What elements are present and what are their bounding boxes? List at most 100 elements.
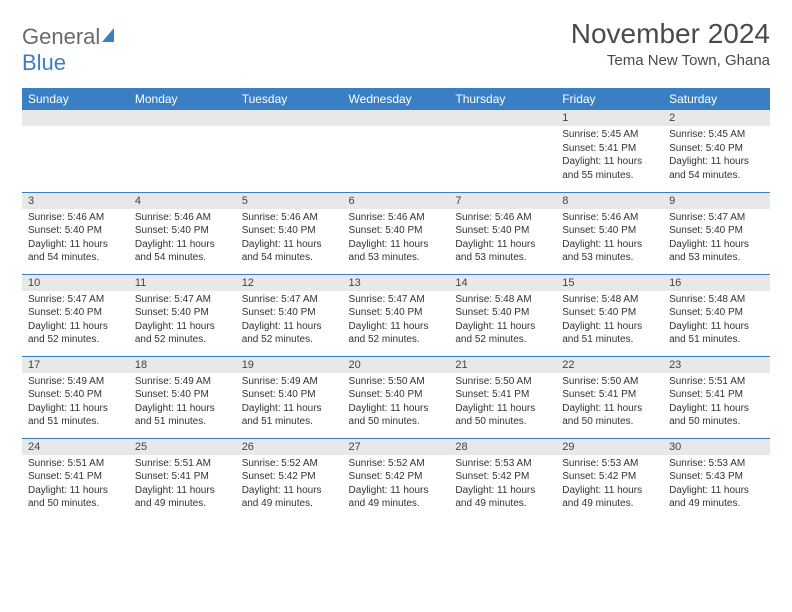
day-content: Sunrise: 5:53 AMSunset: 5:42 PMDaylight:… (556, 455, 663, 515)
day-number: 5 (236, 193, 343, 209)
sunset-text: Sunset: 5:42 PM (562, 470, 657, 484)
calendar-cell: 25Sunrise: 5:51 AMSunset: 5:41 PMDayligh… (129, 438, 236, 520)
day-number: 2 (663, 110, 770, 126)
sunrise-text: Sunrise: 5:48 AM (562, 293, 657, 307)
day-content: Sunrise: 5:46 AMSunset: 5:40 PMDaylight:… (236, 209, 343, 269)
daylight-text: Daylight: 11 hours and 54 minutes. (669, 155, 764, 182)
calendar-cell: 28Sunrise: 5:53 AMSunset: 5:42 PMDayligh… (449, 438, 556, 520)
calendar-cell: 29Sunrise: 5:53 AMSunset: 5:42 PMDayligh… (556, 438, 663, 520)
daylight-text: Daylight: 11 hours and 54 minutes. (28, 238, 123, 265)
calendar-cell: 11Sunrise: 5:47 AMSunset: 5:40 PMDayligh… (129, 274, 236, 356)
day-number: 23 (663, 357, 770, 373)
calendar-cell: 1Sunrise: 5:45 AMSunset: 5:41 PMDaylight… (556, 110, 663, 192)
daylight-text: Daylight: 11 hours and 53 minutes. (669, 238, 764, 265)
location: Tema New Town, Ghana (571, 52, 770, 69)
daylight-text: Daylight: 11 hours and 52 minutes. (28, 320, 123, 347)
sunrise-text: Sunrise: 5:46 AM (455, 211, 550, 225)
calendar-head: Sunday Monday Tuesday Wednesday Thursday… (22, 88, 770, 110)
daylight-text: Daylight: 11 hours and 51 minutes. (135, 402, 230, 429)
calendar-cell (22, 110, 129, 192)
sunrise-text: Sunrise: 5:47 AM (669, 211, 764, 225)
calendar-cell (449, 110, 556, 192)
day-content: Sunrise: 5:48 AMSunset: 5:40 PMDaylight:… (449, 291, 556, 351)
day-content: Sunrise: 5:47 AMSunset: 5:40 PMDaylight:… (22, 291, 129, 351)
sunset-text: Sunset: 5:41 PM (135, 470, 230, 484)
header: GeneralBlue November 2024 Tema New Town,… (22, 18, 770, 76)
day-content: Sunrise: 5:50 AMSunset: 5:41 PMDaylight:… (449, 373, 556, 433)
daylight-text: Daylight: 11 hours and 49 minutes. (349, 484, 444, 511)
sunrise-text: Sunrise: 5:46 AM (242, 211, 337, 225)
sunset-text: Sunset: 5:40 PM (135, 388, 230, 402)
daylight-text: Daylight: 11 hours and 54 minutes. (135, 238, 230, 265)
calendar-cell (129, 110, 236, 192)
day-content: Sunrise: 5:47 AMSunset: 5:40 PMDaylight:… (129, 291, 236, 351)
calendar-row: 17 Sunrise: 5:49 AMSunset: 5:40 PMDayligh… (22, 356, 770, 438)
sunrise-text: Sunrise: 5:53 AM (455, 457, 550, 471)
sunset-text: Sunset: 5:41 PM (455, 388, 550, 402)
day-number: 14 (449, 275, 556, 291)
daylight-text: Daylight: 11 hours and 49 minutes. (669, 484, 764, 511)
daylight-text: Daylight: 11 hours and 50 minutes. (669, 402, 764, 429)
sunrise-text: Sunrise: 5:52 AM (349, 457, 444, 471)
day-number: 17 (22, 357, 129, 373)
logo-word1: General (22, 24, 100, 49)
calendar-row: 24Sunrise: 5:51 AMSunset: 5:41 PMDayligh… (22, 438, 770, 520)
day-content: Sunrise: 5:47 AMSunset: 5:40 PMDaylight:… (663, 209, 770, 269)
daylight-text: Daylight: 11 hours and 49 minutes. (455, 484, 550, 511)
calendar-cell: 3Sunrise: 5:46 AMSunset: 5:40 PMDaylight… (22, 192, 129, 274)
sunset-text: Sunset: 5:42 PM (349, 470, 444, 484)
day-number: 9 (663, 193, 770, 209)
calendar-cell: 14Sunrise: 5:48 AMSunset: 5:40 PMDayligh… (449, 274, 556, 356)
day-number: 21 (449, 357, 556, 373)
day-content: Sunrise: 5:53 AMSunset: 5:42 PMDaylight:… (449, 455, 556, 515)
col-monday: Monday (129, 88, 236, 110)
sunrise-text: Sunrise: 5:47 AM (242, 293, 337, 307)
sunrise-text: Sunrise: 5:47 AM (28, 293, 123, 307)
logo: GeneralBlue (22, 18, 120, 76)
sunset-text: Sunset: 5:40 PM (242, 306, 337, 320)
daylight-text: Daylight: 11 hours and 50 minutes. (349, 402, 444, 429)
calendar-cell: 4Sunrise: 5:46 AMSunset: 5:40 PMDaylight… (129, 192, 236, 274)
sunset-text: Sunset: 5:40 PM (135, 224, 230, 238)
calendar-cell: 20Sunrise: 5:50 AMSunset: 5:40 PMDayligh… (343, 356, 450, 438)
sunrise-text: Sunrise: 5:46 AM (135, 211, 230, 225)
sunrise-text: Sunrise: 5:50 AM (455, 375, 550, 389)
daylight-text: Daylight: 11 hours and 53 minutes. (562, 238, 657, 265)
daylight-text: Daylight: 11 hours and 54 minutes. (242, 238, 337, 265)
day-number: 10 (22, 275, 129, 291)
logo-text: GeneralBlue (22, 24, 120, 76)
daylight-text: Daylight: 11 hours and 55 minutes. (562, 155, 657, 182)
day-number: 19 (236, 357, 343, 373)
sunrise-text: Sunrise: 5:48 AM (669, 293, 764, 307)
sunrise-text: Sunrise: 5:50 AM (349, 375, 444, 389)
calendar-cell: 6Sunrise: 5:46 AMSunset: 5:40 PMDaylight… (343, 192, 450, 274)
day-number: 8 (556, 193, 663, 209)
daylight-text: Daylight: 11 hours and 51 minutes. (242, 402, 337, 429)
sunrise-text: Sunrise: 5:53 AM (669, 457, 764, 471)
calendar-cell: 24Sunrise: 5:51 AMSunset: 5:41 PMDayligh… (22, 438, 129, 520)
day-content: Sunrise: 5:49 AMSunset: 5:40 PMDaylight:… (236, 373, 343, 433)
day-content: Sunrise: 5:50 AMSunset: 5:40 PMDaylight:… (343, 373, 450, 433)
daylight-text: Daylight: 11 hours and 51 minutes. (28, 402, 123, 429)
day-number: 11 (129, 275, 236, 291)
day-content: Sunrise: 5:47 AMSunset: 5:40 PMDaylight:… (343, 291, 450, 351)
sunrise-text: Sunrise: 5:46 AM (28, 211, 123, 225)
calendar-row: 1Sunrise: 5:45 AMSunset: 5:41 PMDaylight… (22, 110, 770, 192)
day-content: Sunrise: 5:46 AMSunset: 5:40 PMDaylight:… (129, 209, 236, 269)
day-content: Sunrise: 5:46 AMSunset: 5:40 PMDaylight:… (22, 209, 129, 269)
day-number (343, 110, 450, 126)
day-content: Sunrise: 5:48 AMSunset: 5:40 PMDaylight:… (663, 291, 770, 351)
day-content: Sunrise: 5:51 AMSunset: 5:41 PMDaylight:… (22, 455, 129, 515)
daylight-text: Daylight: 11 hours and 50 minutes. (455, 402, 550, 429)
sunrise-text: Sunrise: 5:45 AM (669, 128, 764, 142)
sunset-text: Sunset: 5:41 PM (562, 388, 657, 402)
daylight-text: Daylight: 11 hours and 51 minutes. (562, 320, 657, 347)
sunset-text: Sunset: 5:40 PM (455, 306, 550, 320)
col-wednesday: Wednesday (343, 88, 450, 110)
day-content: Sunrise: 5:51 AMSunset: 5:41 PMDaylight:… (663, 373, 770, 433)
sunset-text: Sunset: 5:40 PM (669, 142, 764, 156)
day-content: Sunrise: 5:46 AMSunset: 5:40 PMDaylight:… (343, 209, 450, 269)
col-saturday: Saturday (663, 88, 770, 110)
daylight-text: Daylight: 11 hours and 53 minutes. (349, 238, 444, 265)
day-number: 26 (236, 439, 343, 455)
